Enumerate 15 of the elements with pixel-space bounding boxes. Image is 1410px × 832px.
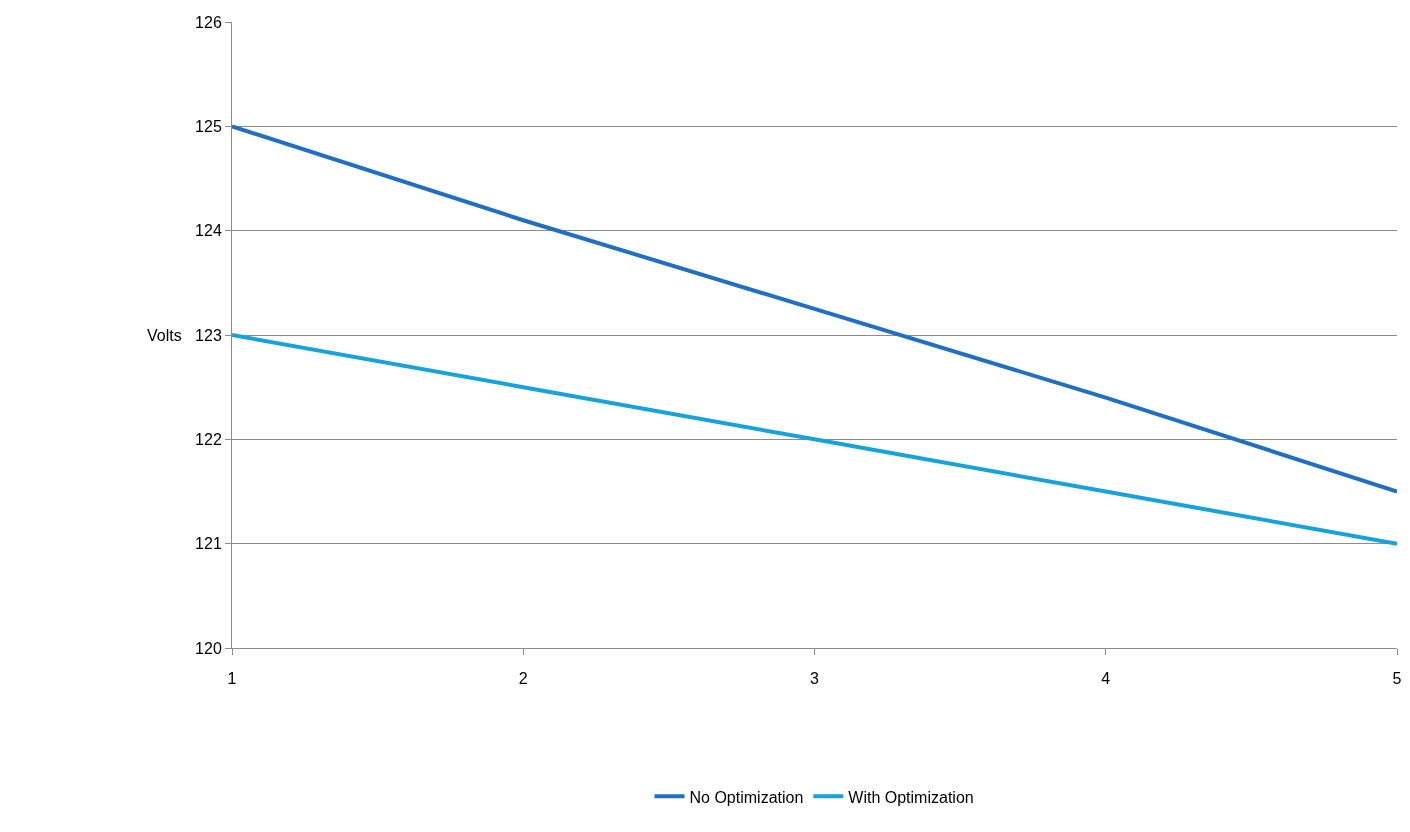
y-tick-label: 124 bbox=[195, 222, 222, 240]
y-tick-label: 120 bbox=[195, 639, 222, 657]
x-tick-label: 5 bbox=[1392, 670, 1402, 688]
legend-label: With Optimization bbox=[848, 788, 974, 806]
legend-label: No Optimization bbox=[689, 788, 804, 806]
x-tick-label: 2 bbox=[518, 670, 528, 688]
y-tick-label: 125 bbox=[195, 117, 222, 135]
y-tick-label: 121 bbox=[195, 535, 222, 553]
y-tick-label: 123 bbox=[195, 326, 222, 344]
x-tick-label: 3 bbox=[810, 670, 820, 688]
x-tick-label: 4 bbox=[1101, 670, 1111, 688]
x-tick-label: 1 bbox=[227, 670, 237, 688]
y-axis-title: Volts bbox=[147, 327, 182, 344]
y-tick-label: 126 bbox=[195, 13, 222, 31]
y-tick-label: 122 bbox=[195, 430, 222, 448]
